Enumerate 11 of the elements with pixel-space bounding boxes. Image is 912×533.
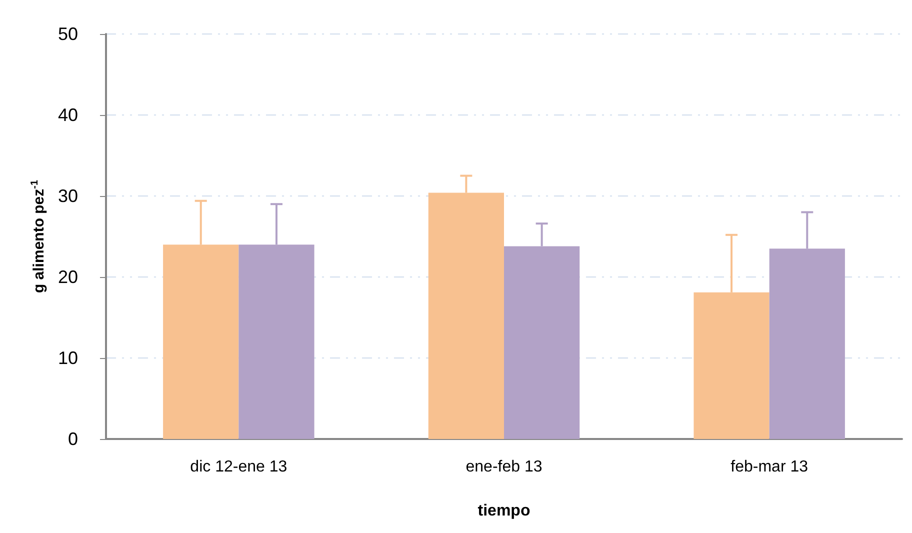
y-tick-label: 20 <box>58 267 78 287</box>
y-tick-label: 10 <box>58 348 78 368</box>
y-axis-title: g alimento pez-1 <box>30 180 48 294</box>
y-tick-label: 0 <box>68 429 78 449</box>
x-tick-label: ene-feb 13 <box>466 458 542 476</box>
y-tick-label: 40 <box>58 105 78 125</box>
y-tick-label: 50 <box>58 24 78 44</box>
x-tick-label: feb-mar 13 <box>730 458 808 476</box>
y-tick-label: 30 <box>58 186 78 206</box>
x-axis-title: tiempo <box>478 502 530 520</box>
x-tick-label: dic 12-ene 13 <box>190 458 288 476</box>
